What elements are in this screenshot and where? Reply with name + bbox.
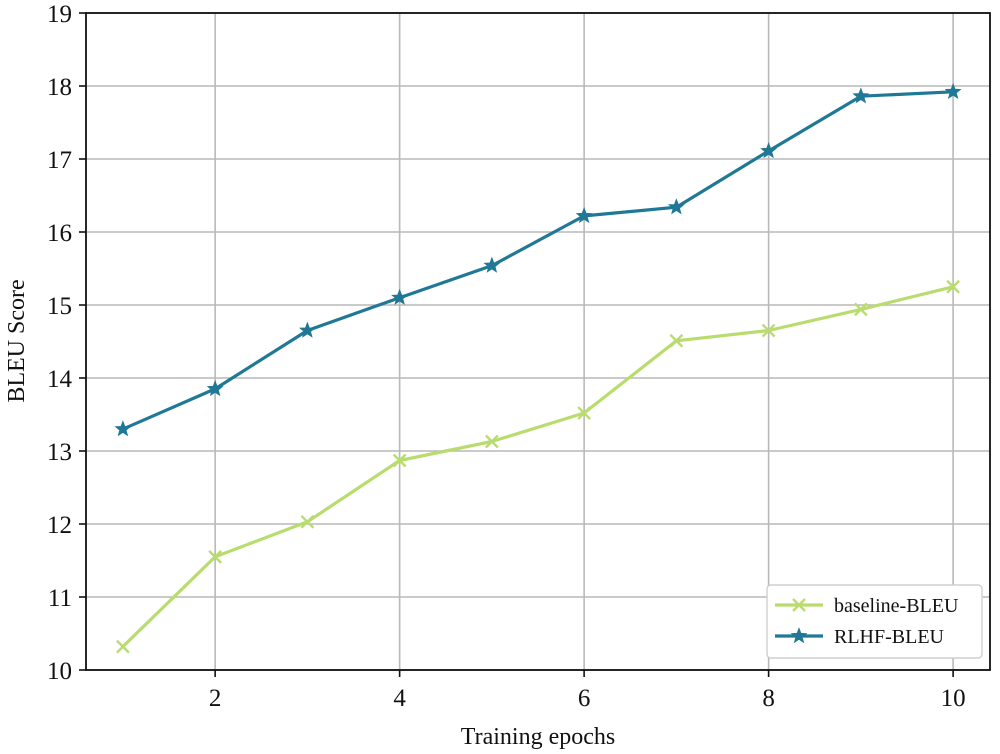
series-line: [122, 90, 954, 431]
x-tick-label: 6: [578, 685, 591, 712]
grid: [86, 12, 990, 671]
y-tick-label: 10: [47, 658, 72, 685]
y-tick-label: 13: [47, 439, 72, 466]
data-point: [392, 453, 407, 468]
data-point: [577, 406, 591, 420]
legend-label: baseline-BLEU: [834, 595, 959, 617]
data-point: [391, 288, 409, 305]
y-tick-label: 18: [47, 74, 72, 101]
y-tick-label: 17: [47, 147, 72, 174]
data-point: [667, 198, 685, 215]
x-axis-label: Training epochs: [461, 724, 615, 750]
data-point: [208, 550, 222, 564]
y-tick-label: 19: [47, 1, 72, 28]
plot-frame: [85, 12, 991, 671]
legend-items: baseline-BLEU RLHF-BLEU: [775, 595, 959, 648]
legend-swatch-marker: [792, 598, 806, 612]
data-point: [760, 142, 778, 159]
legend-box: [766, 584, 983, 659]
data-point: [206, 380, 224, 397]
data-point: [669, 333, 684, 348]
x-tick-label: 4: [393, 685, 406, 712]
y-tick-label: 15: [47, 293, 72, 320]
y-tick-label: 12: [47, 512, 72, 539]
series-layer: [114, 82, 962, 654]
legend-swatch-marker: [790, 627, 808, 644]
data-point: [946, 279, 960, 294]
series-baseline-BLEU: [116, 279, 960, 654]
data-point: [852, 87, 870, 104]
data-point: [575, 207, 593, 224]
series-line: [121, 285, 954, 648]
data-point: [298, 321, 316, 338]
data-point: [483, 256, 501, 273]
legend: baseline-BLEU RLHF-BLEU: [766, 584, 983, 659]
data-point: [485, 434, 499, 449]
data-point: [944, 82, 962, 100]
data-point: [116, 639, 130, 654]
legend-entry: RLHF-BLEU: [775, 626, 945, 648]
y-axis-label: BLEU Score: [4, 279, 30, 402]
y-tick-label: 16: [47, 220, 72, 247]
data-point: [114, 420, 132, 437]
y-tick-label: 11: [48, 585, 72, 612]
x-tick-label: 2: [209, 685, 222, 712]
x-tick-label: 10: [941, 685, 966, 712]
x-tick-label: 8: [762, 685, 775, 712]
data-point: [854, 302, 868, 317]
data-point: [300, 514, 315, 529]
legend-entry: baseline-BLEU: [775, 595, 959, 617]
ticks: 2 4 6 8 10 10 11 12 13 14 15 16 17 18 19: [47, 1, 966, 712]
series-RLHF-BLEU: [114, 82, 962, 437]
legend-label: RLHF-BLEU: [834, 626, 945, 648]
y-tick-label: 14: [47, 366, 73, 393]
data-point: [761, 323, 776, 338]
